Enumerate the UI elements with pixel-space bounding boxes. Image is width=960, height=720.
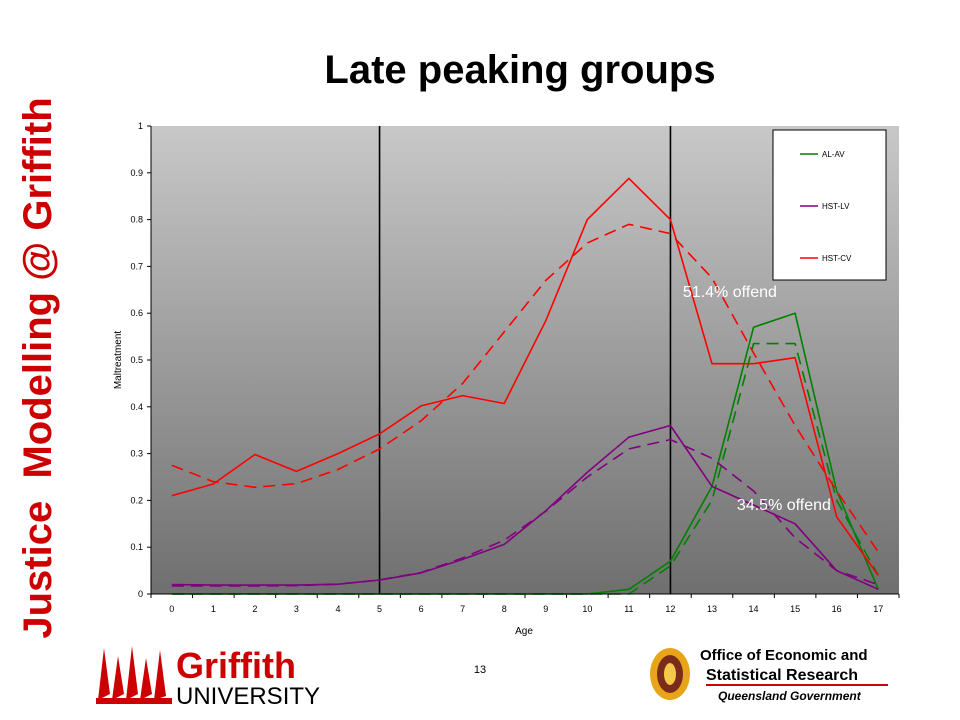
- x-tick-label: 0: [169, 604, 174, 614]
- griffith-logo: Griffith UNIVERSITY: [96, 645, 320, 708]
- y-tick-label: 0.6: [130, 308, 143, 318]
- legend-box: [772, 129, 887, 281]
- griffith-logo-line1: Griffith: [176, 645, 296, 686]
- x-tick-label: 12: [665, 604, 675, 614]
- oesr-logo-line3: Queensland Government: [718, 689, 862, 703]
- y-tick-label: 0.7: [130, 261, 143, 271]
- y-tick-label: 0.5: [130, 355, 143, 365]
- y-tick-label: 0.3: [130, 449, 143, 459]
- legend-label: HST-CV: [822, 254, 852, 263]
- y-axis-label: Maltreatment: [113, 331, 124, 390]
- x-tick-label: 16: [832, 604, 842, 614]
- x-tick-label: 7: [460, 604, 465, 614]
- oesr-logo: Office of Economic and Statistical Resea…: [650, 647, 888, 703]
- x-tick-label: 2: [252, 604, 257, 614]
- series-line-5-dashed: [171, 223, 879, 553]
- y-tick-label: 0.8: [130, 215, 143, 225]
- x-axis-label: Age: [515, 626, 533, 637]
- x-tick-label: 5: [377, 604, 382, 614]
- x-tick-label: 15: [790, 604, 800, 614]
- x-tick-label: 4: [335, 604, 340, 614]
- y-tick-label: 1: [138, 121, 143, 131]
- y-tick-label: 0.1: [130, 542, 143, 552]
- x-tick-label: 6: [419, 604, 424, 614]
- x-tick-label: 14: [749, 604, 759, 614]
- x-tick-label: 9: [543, 604, 548, 614]
- griffith-emblem-icon: [96, 646, 172, 704]
- x-tick-label: 17: [873, 604, 883, 614]
- slide-title: Late peaking groups: [324, 48, 716, 92]
- legend-label: AL-AV: [822, 150, 845, 159]
- x-tick-label: 8: [502, 604, 507, 614]
- oesr-emblem-icon: [650, 648, 690, 700]
- page-number: 13: [473, 664, 487, 676]
- y-tick-label: 0.9: [130, 168, 143, 178]
- griffith-logo-line2: UNIVERSITY: [176, 683, 320, 708]
- oesr-logo-line1: Office of Economic and: [700, 647, 868, 664]
- x-tick-label: 3: [294, 604, 299, 614]
- x-tick-label: 1: [211, 604, 216, 614]
- y-tick-label: 0.2: [130, 495, 143, 505]
- x-tick-label: 10: [582, 604, 592, 614]
- annotation-label: 51.4% offend: [683, 284, 777, 301]
- series-line-3-dashed: [171, 438, 879, 587]
- oesr-logo-line2: Statistical Research: [706, 667, 858, 684]
- annotation-label: 34.5% offend: [737, 497, 831, 514]
- y-tick-label: 0.4: [130, 402, 143, 412]
- legend-label: HST-LV: [822, 202, 850, 211]
- legend: AL-AV HST-LV HST-CV: [772, 129, 887, 281]
- x-tick-label: 13: [707, 604, 717, 614]
- series-line-4: [171, 177, 879, 576]
- x-tick-label: 11: [624, 604, 633, 614]
- y-tick-label: 0: [138, 589, 143, 599]
